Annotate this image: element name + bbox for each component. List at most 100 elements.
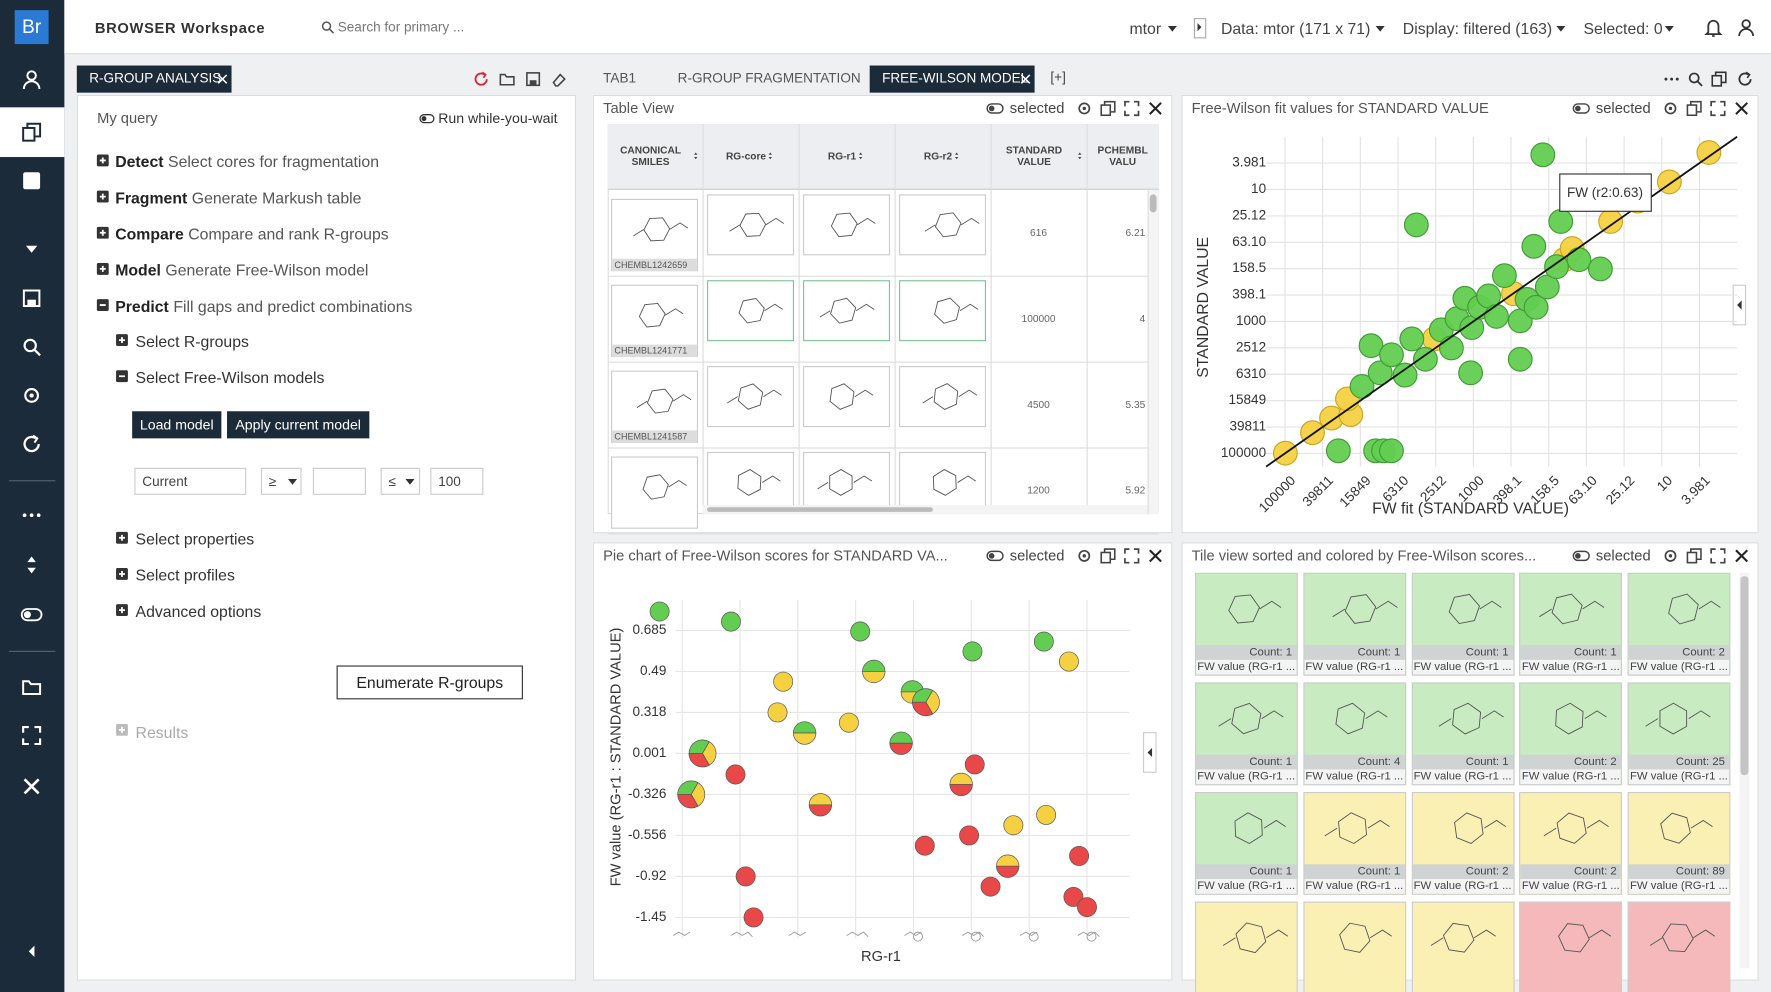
icon-plus[interactable] (20, 169, 43, 192)
icon-gear[interactable] (20, 384, 43, 407)
icon-caret[interactable] (283, 472, 301, 490)
icon-minus[interactable] (114, 368, 130, 384)
column-header[interactable]: RG-core (703, 136, 799, 177)
substep[interactable]: Select Free-Wilson models (135, 368, 325, 387)
step[interactable]: Detect Select cores for fragmentation (115, 153, 379, 171)
op2-select[interactable]: ≤ (380, 467, 421, 495)
scrollbar-v[interactable] (1147, 189, 1159, 515)
icon-caret[interactable] (401, 472, 419, 490)
icon-plus[interactable] (114, 530, 130, 546)
icon-close[interactable] (216, 71, 230, 85)
icon-plus[interactable] (114, 332, 130, 348)
model-input[interactable]: Current (134, 467, 247, 495)
data-toggle[interactable] (1193, 18, 1207, 39)
tile[interactable]: Count: 1 FW value (RG-r1 ... (1194, 572, 1298, 676)
icon-plus[interactable] (95, 153, 111, 169)
tile[interactable]: Count: 1 FW value (RG-r1 ... (1411, 572, 1515, 676)
icon-left[interactable] (20, 940, 43, 963)
icon-close[interactable] (1146, 99, 1164, 117)
icon-search[interactable] (1686, 70, 1704, 88)
icon-close[interactable] (1019, 71, 1033, 85)
tile[interactable]: Count: 1 FW value (RG-r1 ... (1411, 682, 1515, 786)
icon-gear[interactable] (1661, 547, 1679, 565)
left-tab[interactable] (76, 65, 232, 93)
icon-toggle[interactable] (986, 99, 1004, 117)
tile[interactable]: Count: 89 FW value (RG-r1 ... (1627, 792, 1731, 895)
panel-toggle[interactable]: selected (1009, 99, 1065, 117)
tile[interactable] (1519, 901, 1623, 992)
icon-folder[interactable] (498, 70, 516, 88)
column-header[interactable]: PCHEMBL VALU (1087, 136, 1159, 177)
icon-left[interactable] (1730, 296, 1748, 314)
selected-select[interactable]: Selected: 0 (1583, 19, 1663, 38)
panel-toggle[interactable]: selected (1009, 546, 1065, 564)
step[interactable]: Predict Fill gaps and predict combination… (115, 297, 412, 315)
panel-toggle[interactable]: selected (1595, 546, 1651, 564)
scroll-thumb[interactable] (707, 507, 933, 512)
icon-expand[interactable] (1709, 547, 1727, 565)
tile[interactable] (1411, 901, 1515, 992)
icon-user[interactable] (20, 68, 43, 91)
icon-toggle[interactable] (1572, 99, 1590, 117)
icon-plus[interactable] (114, 566, 130, 582)
icon-save[interactable] (20, 287, 43, 310)
icon-plus[interactable] (95, 261, 111, 277)
tile[interactable] (1303, 901, 1406, 992)
icon-close[interactable] (1733, 547, 1751, 565)
value2-input[interactable]: 100 (430, 467, 484, 495)
icon-toggle[interactable] (1572, 547, 1590, 565)
icon-caret[interactable] (1660, 19, 1678, 37)
icon-toggle[interactable] (986, 547, 1004, 565)
tile[interactable]: Count: 2 FW value (RG-r1 ... (1411, 792, 1515, 895)
icon-expand[interactable] (1123, 547, 1141, 565)
panel-toggle[interactable]: selected (1595, 99, 1651, 117)
icon-dots[interactable] (20, 504, 43, 527)
icon-caret[interactable] (1371, 19, 1389, 37)
icon-gear[interactable] (1661, 99, 1679, 117)
substep[interactable]: Select R-groups (135, 332, 249, 351)
icon-dots[interactable] (1663, 70, 1681, 88)
icon-refresh[interactable] (20, 433, 43, 456)
tile[interactable]: Count: 2 FW value (RG-r1 ... (1519, 792, 1623, 895)
run-toggle[interactable]: Run while-you-wait (438, 110, 558, 127)
add-tab[interactable]: [+] (1050, 68, 1066, 85)
step[interactable]: Compare Compare and rank R-groups (115, 225, 388, 243)
icon-bell[interactable] (1703, 17, 1723, 37)
icon-caret[interactable] (1163, 19, 1181, 37)
icon-minus[interactable] (95, 297, 111, 313)
icon-eraser[interactable] (550, 70, 568, 88)
tile[interactable]: Count: 2 FW value (RG-r1 ... (1627, 572, 1731, 676)
icon-caret[interactable] (20, 237, 43, 260)
tab[interactable]: TAB1 (603, 70, 637, 86)
button[interactable]: Apply current model (227, 411, 370, 439)
icon-copy[interactable] (1710, 70, 1728, 88)
icon-expand[interactable] (1123, 99, 1141, 117)
icon-copy[interactable] (1685, 547, 1703, 565)
tile[interactable]: Count: 1 FW value (RG-r1 ... (1194, 792, 1298, 895)
icon-user[interactable] (1736, 17, 1756, 37)
tile[interactable]: Count: 1 FW value (RG-r1 ... (1303, 792, 1406, 895)
icon-save[interactable] (524, 70, 542, 88)
tile[interactable]: Count: 2 FW value (RG-r1 ... (1519, 682, 1623, 786)
icon-caret[interactable] (1552, 19, 1570, 37)
tile[interactable]: Count: 1 FW value (RG-r1 ... (1519, 572, 1623, 676)
icon-copy[interactable] (1099, 547, 1117, 565)
icon-toggle[interactable] (419, 111, 435, 127)
icon-plus[interactable] (95, 189, 111, 205)
column-header[interactable]: CANONICAL SMILES (608, 136, 703, 177)
tab-active[interactable] (869, 65, 1035, 93)
button[interactable]: Load model (132, 411, 222, 439)
icon-close[interactable] (1146, 547, 1164, 565)
data-select[interactable]: Data: mtor (171 x 71) (1220, 19, 1371, 38)
icon-copy[interactable] (1099, 99, 1117, 117)
column-header[interactable]: RG-r2 (895, 136, 991, 177)
icon-copy[interactable] (20, 121, 43, 144)
icon-left[interactable] (1141, 743, 1159, 761)
icon-expand[interactable] (20, 724, 43, 747)
option[interactable]: Select properties (135, 529, 255, 548)
column-header[interactable]: RG-r1 (799, 136, 895, 177)
icon-search[interactable] (20, 336, 43, 359)
value1-input[interactable] (312, 467, 366, 495)
search-input[interactable]: Search for primary ... (337, 19, 465, 36)
tile[interactable]: Count: 25 FW value (RG-r1 ... (1627, 682, 1731, 786)
